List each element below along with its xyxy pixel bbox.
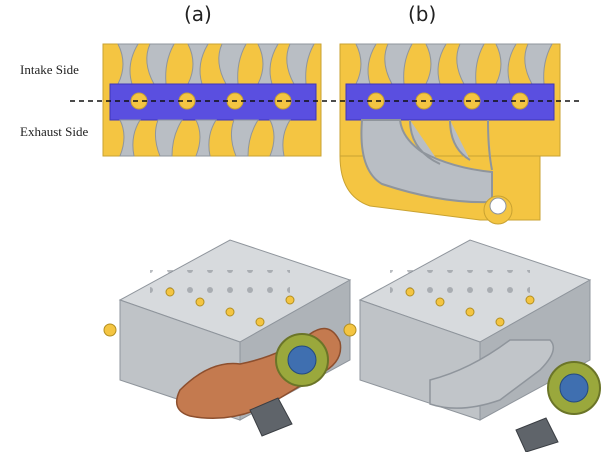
intake-side-label: Intake Side: [20, 62, 79, 77]
exhaust-ports-a: [119, 119, 291, 157]
intake-ports-a: [117, 43, 315, 85]
integrated-manifold-gray: [429, 339, 555, 409]
head-3d-view-a: [103, 239, 352, 437]
head-top-view-b: [339, 43, 561, 225]
combustion-chambers-a: [109, 83, 317, 121]
cam-caps-a: [103, 287, 295, 337]
cam-caps-b: [343, 287, 535, 337]
panel-label-b: (b): [408, 2, 437, 26]
combustion-chambers-b: [345, 83, 555, 121]
head-3d-view-b: [343, 239, 601, 452]
turbo-outlet-a: [249, 397, 293, 437]
panel-label-a: (a): [184, 2, 212, 26]
exhaust-side-label: Exhaust Side: [20, 124, 89, 139]
turbo-outlet-b: [515, 417, 559, 452]
head-top-view-a: [102, 43, 322, 157]
outlet-port-b: [489, 197, 507, 215]
